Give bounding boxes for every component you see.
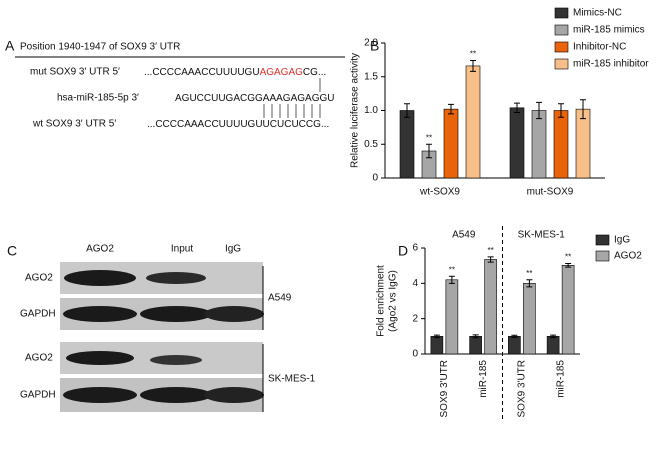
error-bar bbox=[470, 60, 476, 72]
bar bbox=[575, 108, 591, 179]
seq-part: AGAGAG bbox=[260, 67, 304, 78]
x-tick-label: wt-SOX9 bbox=[419, 187, 460, 198]
error-bar bbox=[550, 334, 557, 339]
legend-swatch bbox=[554, 7, 569, 19]
error-bar bbox=[558, 103, 564, 118]
error-bar bbox=[580, 99, 586, 120]
row-label: AGO2 bbox=[25, 273, 53, 284]
y-tick-label: 6 bbox=[412, 243, 418, 254]
bar bbox=[484, 259, 497, 355]
legend-label: miR-185 mimics bbox=[573, 25, 645, 36]
y-tick-label: 2 bbox=[412, 313, 418, 324]
significance: ** bbox=[426, 133, 432, 142]
sequence: ...CCCCAAACCUUUUGUUCUCUCCG... bbox=[147, 119, 329, 130]
column-label: Input bbox=[171, 244, 193, 255]
row-label: mut SOX9 3′ UTR 5′ bbox=[30, 67, 120, 78]
row-label: AGO2 bbox=[25, 353, 53, 364]
column-label: AGO2 bbox=[86, 244, 114, 255]
legend-label: AGO2 bbox=[614, 251, 642, 262]
significance: ** bbox=[488, 246, 494, 255]
panel-a: A Position 1940-1947 of SOX9 3′ UTR mut … bbox=[5, 38, 345, 130]
significance: ** bbox=[470, 50, 476, 59]
sequence: AGUCCUUGACGGAAAGAGAGGU bbox=[175, 93, 334, 104]
panel-label: D bbox=[398, 243, 408, 259]
sequence: ...CCCCAAACCUUUUGUAGAGAGCG... bbox=[144, 67, 326, 78]
bar bbox=[469, 336, 482, 355]
error-bar bbox=[404, 103, 410, 118]
y-axis-label: (Ago2 vs IgG) bbox=[388, 270, 399, 332]
bar bbox=[531, 110, 547, 179]
group-label: A549 bbox=[452, 230, 476, 241]
bar bbox=[399, 110, 415, 179]
bar bbox=[553, 110, 569, 179]
error-bar bbox=[536, 101, 542, 120]
error-bar bbox=[565, 263, 572, 268]
panel-label: A bbox=[5, 38, 15, 54]
y-tick-label: 1.5 bbox=[364, 71, 378, 82]
error-bar bbox=[433, 334, 440, 339]
error-bar bbox=[514, 102, 520, 114]
seq-part: AGUCCUUGACGGAAAGAGAGGU bbox=[175, 93, 334, 104]
significance: ** bbox=[565, 253, 571, 262]
legend-swatch bbox=[554, 24, 569, 36]
group-label: SK-MES-1 bbox=[518, 230, 566, 241]
bar bbox=[561, 265, 575, 355]
x-tick-label: mut-SOX9 bbox=[527, 187, 574, 198]
bar bbox=[465, 65, 481, 179]
legend-label: Inhibitor-NC bbox=[573, 42, 626, 53]
row-label: wt SOX9 3′ UTR 5′ bbox=[32, 119, 116, 130]
legend-swatch bbox=[554, 41, 569, 53]
bar bbox=[445, 279, 459, 355]
column-label: IgG bbox=[225, 244, 241, 255]
error-bar bbox=[472, 334, 479, 339]
seq-part: CG... bbox=[303, 67, 326, 78]
blots bbox=[60, 262, 264, 412]
error-bar bbox=[448, 103, 454, 115]
group-label: SK-MES-1 bbox=[268, 374, 316, 385]
row-label: GAPDH bbox=[20, 390, 56, 401]
error-bar bbox=[426, 143, 432, 159]
row-label: GAPDH bbox=[20, 309, 56, 320]
legend-swatch bbox=[595, 234, 610, 246]
panel-label: B bbox=[370, 38, 379, 54]
x-tick-label: SOX9 3'UTR bbox=[439, 360, 450, 417]
y-tick-label: 0.5 bbox=[364, 139, 378, 150]
panel-c: C AGO2 Input IgG AGO2 GAPDH AGO2 GAPDH A… bbox=[7, 243, 316, 412]
error-bar bbox=[487, 256, 494, 263]
bar bbox=[509, 107, 525, 179]
significance: ** bbox=[449, 265, 455, 274]
legend-swatch bbox=[554, 58, 569, 70]
bar bbox=[508, 336, 521, 355]
y-tick-label: 0 bbox=[412, 349, 418, 360]
panel-label: C bbox=[7, 243, 17, 259]
error-bar bbox=[448, 275, 455, 284]
pairing-lines bbox=[263, 78, 321, 118]
bar bbox=[443, 108, 459, 179]
seq-part: ...CCCCAAACCUUUUGU bbox=[144, 67, 260, 78]
x-tick-label: SOX9 3'UTR bbox=[517, 360, 528, 417]
panel-title: Position 1940-1947 of SOX9 3′ UTR bbox=[20, 42, 180, 53]
bar bbox=[430, 336, 444, 355]
seq-part: ...CCCCAAACCUUUUGUUCUCUCCG... bbox=[147, 119, 329, 130]
y-tick-label: 0 bbox=[372, 173, 378, 184]
legend-label: Mimics-NC bbox=[573, 8, 622, 19]
bar bbox=[523, 283, 536, 355]
x-tick-label: miR-185 bbox=[478, 360, 489, 398]
significance: ** bbox=[526, 269, 532, 278]
legend-label: miR-185 inhibitor bbox=[573, 59, 649, 70]
y-axis-label: Fold enrichment bbox=[376, 265, 387, 337]
group-label: A549 bbox=[268, 293, 292, 304]
error-bar bbox=[526, 279, 533, 288]
bar bbox=[546, 336, 560, 355]
legend-swatch bbox=[595, 250, 610, 262]
y-tick-label: 2.0 bbox=[364, 38, 378, 49]
x-tick-label: miR-185 bbox=[555, 360, 566, 398]
error-bar bbox=[511, 334, 518, 338]
legend-label: IgG bbox=[614, 235, 630, 246]
y-tick-label: 4 bbox=[412, 278, 418, 289]
row-label: hsa-miR-185-5p 3′ bbox=[57, 93, 139, 104]
y-axis-label: Relative luciferase activity bbox=[350, 53, 361, 168]
y-tick-label: 1.0 bbox=[364, 105, 378, 116]
